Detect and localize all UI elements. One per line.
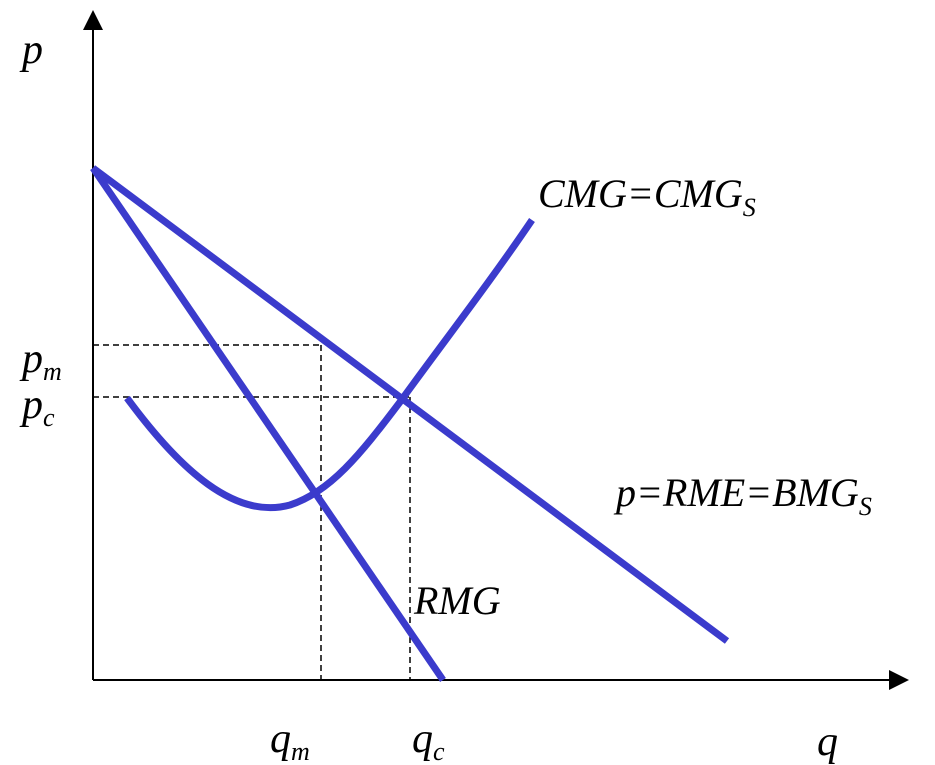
y-axis-label: p: [19, 27, 43, 73]
marginal-revenue-curve: [90, 166, 446, 682]
demand-curve-label: p=RME=BMGS: [613, 470, 872, 521]
pm-label: pm: [19, 336, 62, 386]
marginal-revenue-label: RMG: [413, 578, 501, 623]
qc-label: qc: [412, 716, 445, 765]
marginal-cost-curve: [124, 218, 535, 512]
qm-label: qm: [270, 716, 310, 765]
x-axis-label: q: [817, 719, 838, 765]
demand-curve: [90, 165, 730, 644]
pc-label: pc: [19, 382, 55, 432]
cost-curve-label: CMG=CMGS: [538, 171, 756, 222]
